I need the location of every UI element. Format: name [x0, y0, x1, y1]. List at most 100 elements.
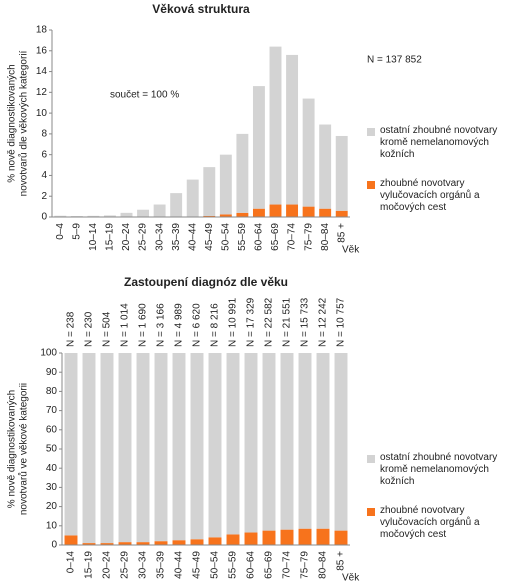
bar-segment — [153, 204, 166, 217]
legend-item: ostatní zhoubné novotvary kromě nemelano… — [380, 125, 498, 160]
bar-segment — [100, 353, 114, 544]
bar-segment — [269, 46, 282, 205]
x-tick-label: 5–9 — [71, 223, 82, 240]
legend-label: zhoubné novotvary vylučovacích orgánů a … — [380, 178, 480, 213]
y-axis-label: % nově diagnostikovaných — [7, 390, 18, 508]
bar-segment — [262, 353, 276, 531]
x-tick-label: 80–84 — [318, 551, 329, 579]
bar-segment — [280, 353, 294, 530]
x-tick-label: 30–34 — [154, 223, 165, 251]
bar-segment — [252, 86, 265, 209]
bar-segment — [137, 209, 150, 217]
y-tick-label: 8 — [41, 129, 47, 140]
x-tick-label: 70–74 — [282, 551, 293, 579]
x-tick-label: 25–29 — [120, 551, 131, 579]
bar-segment — [262, 530, 276, 545]
bar-segment — [170, 193, 183, 217]
bar-segment — [203, 167, 216, 216]
legend-swatch — [367, 181, 375, 189]
annotation: součet = 100 % — [110, 90, 179, 101]
n-label: N = 8 216 — [210, 303, 221, 347]
y-tick-label: 50 — [46, 444, 58, 455]
bar-segment — [298, 353, 312, 529]
bar-segment — [316, 353, 330, 529]
bar-segment — [236, 212, 249, 217]
y-tick-label: 18 — [36, 25, 48, 36]
bar-segment — [252, 208, 265, 217]
bar-segment — [136, 353, 150, 543]
x-tick-label: 40–44 — [174, 551, 185, 579]
n-label: N = 10 991 — [228, 297, 239, 347]
bar-segment — [244, 532, 258, 545]
x-tick-label: 55–59 — [228, 551, 239, 579]
bar-segment — [286, 54, 299, 205]
legend-item: ostatní zhoubné novotvary kromě nemelano… — [380, 452, 497, 487]
x-tick-label: 75–79 — [300, 551, 311, 579]
annotation: N = 137 852 — [367, 55, 422, 66]
y-tick-label: 0 — [51, 540, 57, 551]
x-tick-label: 50–54 — [220, 223, 231, 251]
bar-segment — [219, 154, 232, 215]
x-tick-label: 60–64 — [254, 223, 265, 251]
bar-segment — [136, 542, 150, 545]
y-tick-label: 0 — [41, 212, 47, 223]
bar-segment — [120, 212, 133, 217]
x-tick-label: 35–39 — [156, 551, 167, 579]
y-tick-label: 4 — [41, 170, 47, 181]
bar-segment — [190, 353, 204, 540]
x-tick-label: 65–69 — [270, 223, 281, 251]
n-label: N = 21 551 — [282, 297, 293, 347]
bar-segment — [208, 353, 222, 538]
x-tick-label: 20–24 — [121, 223, 132, 251]
x-tick-label: 20–24 — [102, 551, 113, 579]
bar-segment — [298, 528, 312, 545]
x-tick-label: 85 + — [336, 223, 347, 243]
bar-segment — [302, 98, 315, 207]
legend-label: ostatní zhoubné novotvary kromě nemelano… — [380, 125, 498, 160]
bar-segment — [103, 215, 116, 217]
n-label: N = 17 329 — [246, 297, 257, 347]
n-label: N = 12 242 — [318, 297, 329, 347]
x-tick-label: 30–34 — [138, 551, 149, 579]
bar-segment — [219, 214, 232, 217]
bar-segment — [54, 215, 67, 217]
n-label: N = 22 582 — [264, 297, 275, 347]
n-label: N = 15 733 — [300, 297, 311, 347]
bar-segment — [335, 135, 348, 211]
y-tick-label: 40 — [46, 463, 58, 474]
n-label: N = 504 — [102, 311, 113, 347]
y-tick-label: 90 — [46, 367, 58, 378]
bar-segment — [100, 543, 114, 545]
y-tick-label: 10 — [46, 520, 58, 531]
chart-title: Zastoupení diagnóz dle věku — [124, 275, 288, 289]
bar-segment — [154, 541, 168, 545]
y-tick-label: 70 — [46, 405, 58, 416]
y-axis-label: novotvarů dle věkových kategorií — [18, 50, 30, 196]
n-label: N = 3 166 — [156, 303, 167, 347]
x-tick-label: 15–19 — [84, 551, 95, 579]
bar-segment — [82, 543, 96, 545]
x-tick-label: 55–59 — [237, 223, 248, 251]
x-tick-label: 45–49 — [204, 223, 215, 251]
n-label: N = 1 014 — [120, 303, 131, 347]
bar-segment — [280, 529, 294, 545]
x-tick-label: 65–69 — [264, 551, 275, 579]
bar-segment — [64, 535, 78, 545]
x-tick-label: 35–39 — [171, 223, 182, 251]
x-tick-label: 0–14 — [66, 551, 77, 574]
x-tick-label: 15–19 — [105, 223, 116, 251]
bar-segment — [244, 353, 258, 533]
x-tick-label: 25–29 — [138, 223, 149, 251]
y-tick-label: 16 — [36, 45, 48, 56]
x-tick-label: 50–54 — [210, 551, 221, 579]
y-tick-label: 2 — [41, 191, 47, 202]
y-tick-label: 30 — [46, 482, 58, 493]
y-tick-label: 6 — [41, 149, 47, 160]
chart-title: Věková struktura — [152, 2, 250, 16]
bar-segment — [118, 542, 132, 545]
bar-segment — [154, 353, 168, 542]
y-tick-label: 14 — [36, 66, 48, 77]
x-tick-label: 10–14 — [88, 223, 99, 251]
y-tick-label: 80 — [46, 386, 58, 397]
